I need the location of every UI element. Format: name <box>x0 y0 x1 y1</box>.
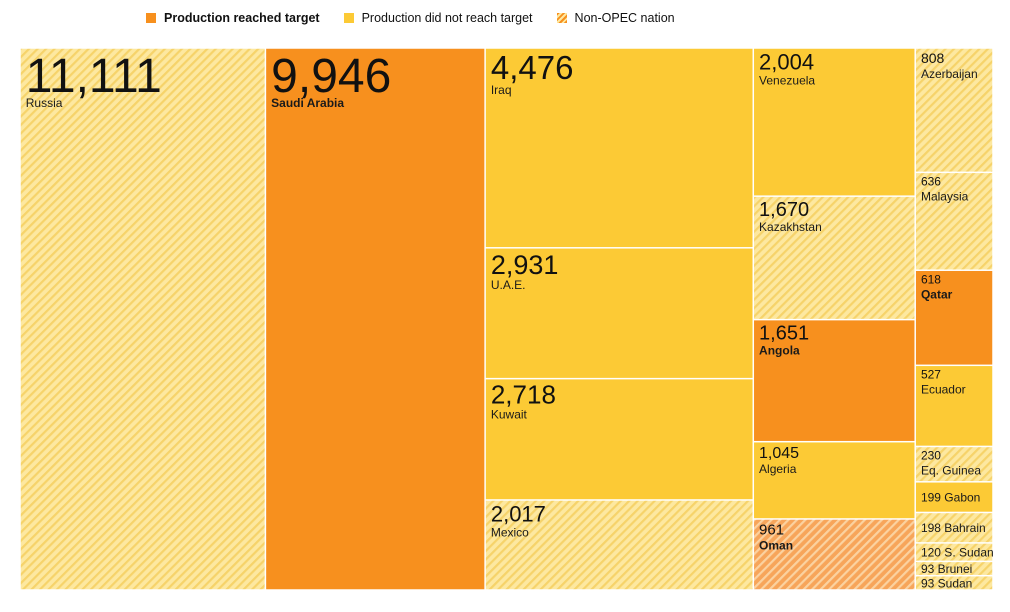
cell-rect-qatar <box>915 270 993 365</box>
cell-rect-oman <box>754 519 915 590</box>
cell-name-angola: Angola <box>759 344 800 358</box>
treemap-cell-bahrain: 198 Bahrain <box>915 513 993 543</box>
cell-name-kuwait: Kuwait <box>491 408 528 422</box>
cell-rect-brunei <box>915 562 993 575</box>
cell-name-oman: Oman <box>759 539 793 553</box>
cell-value-u-a-e: 2,931 <box>491 250 559 280</box>
cell-value-ecuador: 527 <box>921 367 941 381</box>
cell-name-kazakhstan: Kazakhstan <box>759 220 822 234</box>
legend-item-not-reached: Production did not reach target <box>343 11 533 25</box>
cell-name-u-a-e: U.A.E. <box>491 278 526 292</box>
cell-rect-sudan <box>915 576 993 590</box>
cell-name-russia: Russia <box>26 96 63 110</box>
cell-name-azerbaijan: Azerbaijan <box>921 67 978 81</box>
cell-value-russia: 11,111 <box>26 50 162 103</box>
treemap-cell-gabon: 199 Gabon <box>915 482 993 512</box>
cell-rect-u-a-e <box>485 248 753 378</box>
treemap-cell-s-sudan: 120 S. Sudan <box>915 543 994 561</box>
cell-value-kuwait: 2,718 <box>491 380 556 410</box>
cell-name-venezuela: Venezuela <box>759 74 815 88</box>
cell-label-bahrain: 198 Bahrain <box>921 521 986 535</box>
treemap-cell-brunei: 93 Brunei <box>915 562 993 576</box>
cell-rect-kazakhstan <box>754 196 915 319</box>
cell-rect-saudi-arabia <box>266 48 485 590</box>
cell-value-qatar: 618 <box>921 272 941 286</box>
legend: Production reached target Production did… <box>146 9 699 27</box>
cell-value-iraq: 4,476 <box>491 49 574 86</box>
legend-swatch-non-opec <box>556 13 567 23</box>
cell-value-oman: 961 <box>759 522 784 539</box>
cell-name-eq-guinea: Eq. Guinea <box>921 463 981 477</box>
cell-rect-ecuador <box>915 366 993 446</box>
cell-name-malaysia: Malaysia <box>921 189 969 203</box>
cell-rect-s-sudan <box>915 543 993 561</box>
cell-label-brunei: 93 Brunei <box>921 562 972 576</box>
legend-swatch-reached <box>146 13 156 23</box>
cell-name-saudi-arabia: Saudi Arabia <box>271 96 344 110</box>
legend-label-non-opec: Non-OPEC nation <box>574 11 675 25</box>
cell-value-azerbaijan: 808 <box>921 50 945 66</box>
cell-rect-azerbaijan <box>915 48 993 172</box>
cell-rect-algeria <box>754 442 915 519</box>
cell-value-malaysia: 636 <box>921 174 941 188</box>
cell-rect-russia <box>20 48 265 590</box>
cell-name-algeria: Algeria <box>759 462 797 476</box>
cell-rect-gabon <box>915 482 993 512</box>
cell-value-mexico: 2,017 <box>491 502 546 527</box>
cell-name-mexico: Mexico <box>491 526 529 540</box>
cell-value-saudi-arabia: 9,946 <box>271 50 391 103</box>
cell-value-algeria: 1,045 <box>759 445 799 462</box>
cell-rect-malaysia <box>915 173 993 270</box>
cell-rect-bahrain <box>915 513 993 543</box>
legend-swatch-not-reached <box>343 13 354 23</box>
cell-label-sudan: 93 Sudan <box>921 576 972 590</box>
cell-rect-angola <box>754 320 915 441</box>
cell-label-gabon: 199 Gabon <box>921 491 980 505</box>
cell-rect-eq-guinea <box>915 447 993 482</box>
legend-item-non-opec: Non-OPEC nation <box>556 11 675 25</box>
cell-label-s-sudan: 120 S. Sudan <box>921 546 994 560</box>
cell-value-eq-guinea: 230 <box>921 448 941 462</box>
cell-rect-mexico <box>485 500 753 590</box>
treemap-cell-sudan: 93 Sudan <box>915 576 993 590</box>
cell-name-qatar: Qatar <box>921 287 953 301</box>
cell-rect-iraq <box>485 48 753 248</box>
cell-rect-venezuela <box>754 48 915 196</box>
legend-item-reached: Production reached target <box>146 11 320 25</box>
cell-rect-kuwait <box>485 379 753 500</box>
cell-value-angola: 1,651 <box>759 323 809 345</box>
legend-label-not-reached: Production did not reach target <box>361 11 533 25</box>
cell-name-ecuador: Ecuador <box>921 382 966 396</box>
cell-value-kazakhstan: 1,670 <box>759 199 809 221</box>
cell-value-venezuela: 2,004 <box>759 50 814 75</box>
cell-name-iraq: Iraq <box>491 83 512 97</box>
legend-label-reached: Production reached target <box>164 11 320 25</box>
